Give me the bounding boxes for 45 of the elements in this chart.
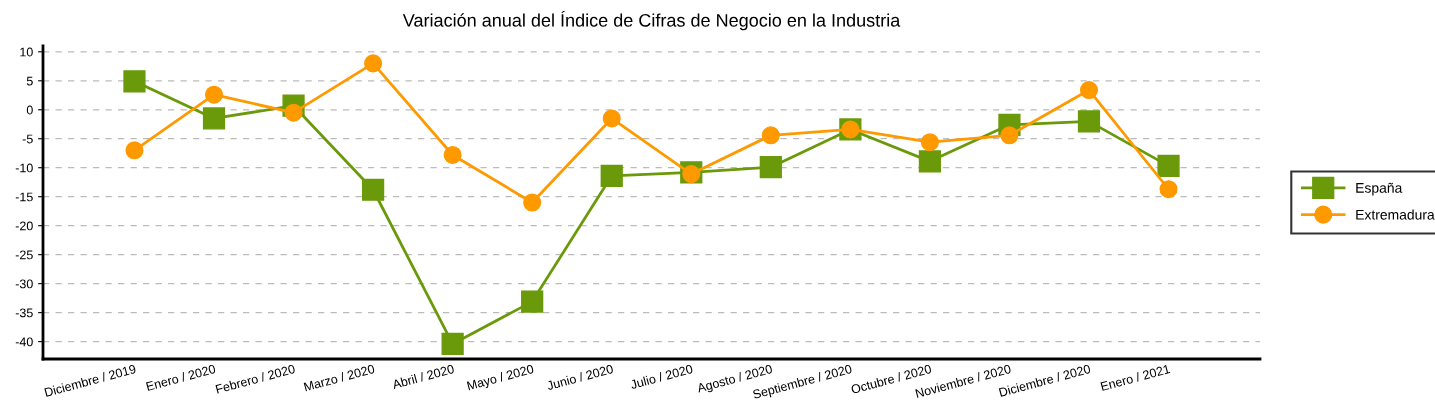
x-tick-label: Enero / 2021: [1100, 364, 1171, 391]
y-tick-label: -30: [15, 279, 33, 289]
point: [364, 54, 383, 73]
y-tick-label: -20: [15, 221, 33, 231]
x-tick-label: Julio / 2020: [629, 363, 694, 390]
point: [600, 164, 623, 187]
point: [523, 193, 542, 212]
point: [1157, 154, 1180, 178]
y-tick-label: 5: [26, 76, 33, 86]
x-tick-label: Marzo / 2020: [303, 363, 376, 392]
x-tick-label: Junio / 2020: [546, 363, 614, 391]
point: [202, 107, 226, 130]
y-tick-label: -15: [15, 192, 33, 202]
x-tick-label: Mayo / 2020: [466, 363, 535, 393]
point: [443, 145, 462, 164]
point: [1077, 110, 1101, 133]
point: [361, 178, 385, 201]
x-tick-label: Enero / 2020: [145, 363, 216, 391]
point: [1000, 126, 1019, 145]
point: [123, 70, 146, 93]
y-tick-label: -25: [15, 250, 33, 260]
x-tick-label: Diciembre / 2019: [44, 364, 137, 397]
x-tick-label: Febrero / 2020: [215, 363, 296, 394]
point: [1079, 81, 1099, 100]
legend-label: España: [1356, 182, 1403, 196]
x-tick-label: Abril / 2020: [391, 363, 455, 390]
y-tick-label: -10: [15, 163, 33, 173]
point: [918, 150, 942, 173]
point: [759, 156, 782, 179]
point: [441, 332, 464, 356]
point: [204, 85, 224, 104]
point: [761, 126, 780, 145]
point: [284, 103, 303, 122]
point: [1159, 180, 1178, 199]
y-tick-label: -40: [15, 337, 33, 347]
point: [920, 133, 939, 152]
point: [602, 109, 621, 128]
point: [125, 141, 144, 160]
chart-title: Variación anual del Índice de Cifras de Negocio en la Industria: [402, 10, 901, 31]
point: [521, 290, 544, 313]
legend-label: Extremadura: [1356, 209, 1435, 220]
y-tick-label: -35: [15, 308, 33, 318]
y-tick-label: 0: [26, 105, 33, 115]
y-tick-label: 10: [20, 47, 33, 57]
y-tick-label: -5: [22, 134, 33, 144]
